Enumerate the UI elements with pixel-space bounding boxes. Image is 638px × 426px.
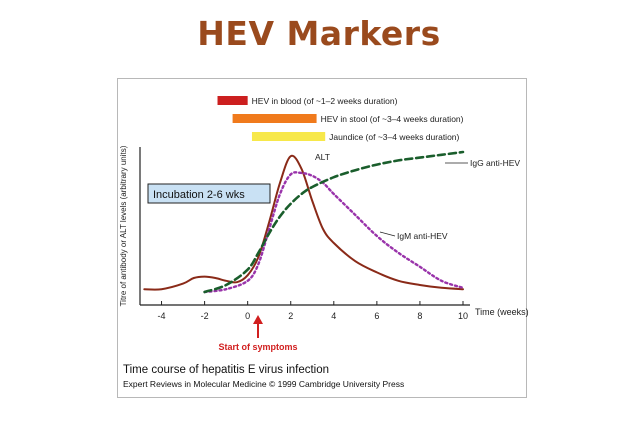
start-symptoms-label: Start of symptoms [218,342,297,352]
x-tick-label: -4 [158,311,166,321]
incubation-label: Incubation 2-6 wks [153,189,245,201]
series-igg-anti-hev [203,150,465,294]
figure-caption: Time course of hepatitis E virus infecti… [123,364,329,376]
series-igm-anti-hev [203,171,465,294]
series-label-igm: IgM anti-HEV [397,231,448,241]
duration-bar-label: HEV in stool (of ~3–4 weeks duration) [321,114,464,124]
series-alt [143,154,464,291]
duration-bar [232,114,317,123]
x-tick-label: 10 [458,311,468,321]
start-symptoms-arrowhead [253,315,263,324]
x-tick-label: -2 [201,311,209,321]
duration-bar [251,132,326,141]
slide-title: HEV Markers [197,14,441,53]
duration-bar-label: HEV in blood (of ~1–2 weeks duration) [252,96,398,106]
x-tick-label: 2 [288,311,293,321]
series-label-igg: IgG anti-HEV [470,158,520,168]
figure-credit: Expert Reviews in Molecular Medicine © 1… [123,379,404,389]
y-axis-label: Titre of antibody or ALT levels (arbitra… [119,145,128,306]
x-tick-label: 8 [417,311,422,321]
duration-bar-label: Jaundice (of ~3–4 weeks duration) [329,132,459,142]
x-axis-label: Time (weeks) [475,307,529,317]
duration-bar [217,96,248,105]
x-tick-label: 0 [245,311,250,321]
igm-leader-line [379,231,396,237]
x-tick-label: 4 [331,311,336,321]
incubation-box [147,183,271,204]
x-tick-label: 6 [374,311,379,321]
series-label-alt: ALT [315,152,330,162]
figure-frame [117,78,527,398]
